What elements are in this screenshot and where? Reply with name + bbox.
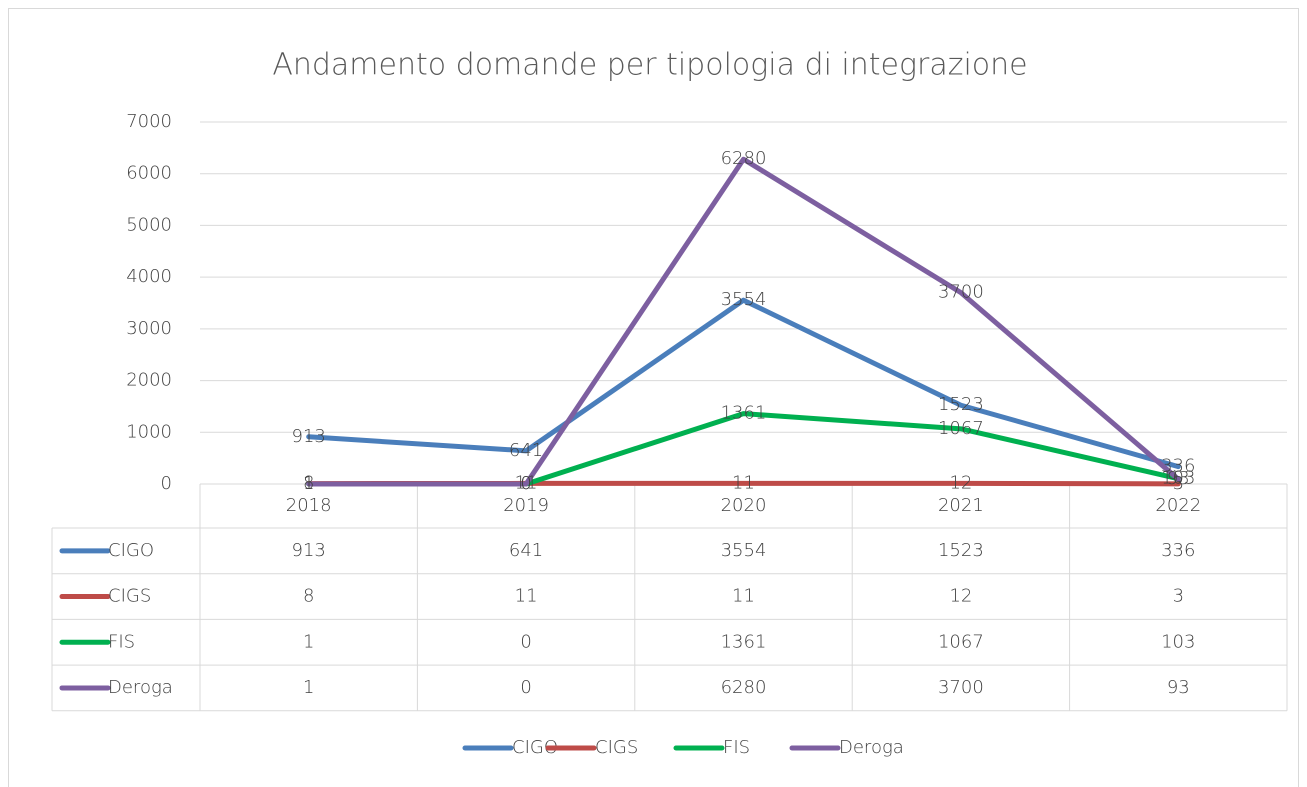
y-tick-label: 3000 (126, 318, 172, 339)
table-row-label: CIGS (108, 586, 151, 607)
data-label: 8 (303, 473, 314, 494)
table-cell: 6280 (721, 677, 767, 698)
data-label: 3700 (938, 282, 984, 303)
table-cell: 336 (1161, 540, 1195, 561)
legend-label: FIS (723, 737, 750, 758)
table-cell: 12 (949, 586, 972, 607)
x-tick-label: 2022 (1155, 495, 1201, 516)
y-tick-label: 1000 (126, 421, 172, 442)
table-row-label: Deroga (108, 677, 173, 698)
data-label: 3554 (721, 289, 767, 310)
x-tick-label: 2020 (721, 495, 767, 516)
table-cell: 93 (1167, 677, 1190, 698)
data-label: 11 (732, 472, 755, 493)
table-cell: 913 (292, 540, 326, 561)
x-tick-label: 2021 (938, 495, 984, 516)
y-tick-label: 0 (161, 473, 172, 494)
data-label: 913 (292, 426, 326, 447)
y-tick-label: 7000 (126, 111, 172, 132)
data-label: 93 (1167, 468, 1190, 489)
table-row-label: CIGO (108, 540, 154, 561)
y-tick-label: 5000 (126, 214, 172, 235)
series-line (306, 297, 1181, 470)
y-tick-label: 6000 (126, 163, 172, 184)
table-cell: 11 (732, 586, 755, 607)
x-tick-label: 2018 (286, 495, 332, 516)
data-label: 12 (949, 472, 972, 493)
x-tick-label: 2019 (503, 495, 549, 516)
legend-label: CIGO (512, 737, 558, 758)
data-label: 336 (1161, 456, 1195, 477)
data-label: 1067 (938, 418, 984, 439)
data-label: 0 (520, 473, 531, 494)
series-line (306, 156, 1181, 487)
data-label: 0 (520, 473, 531, 494)
data-label: 6280 (721, 148, 767, 169)
legend-label: CIGS (595, 737, 638, 758)
data-label: 3 (1173, 473, 1184, 494)
table-cell: 103 (1161, 631, 1195, 652)
data-label: 11 (515, 472, 538, 493)
data-label: 103 (1161, 468, 1195, 489)
table-cell: 0 (520, 631, 531, 652)
table-cell: 8 (303, 586, 314, 607)
table-row-label: FIS (108, 631, 135, 652)
table-cell: 11 (515, 586, 538, 607)
data-label: 1523 (938, 394, 984, 415)
data-label: 641 (509, 440, 543, 461)
table-cell: 0 (520, 677, 531, 698)
table-cell: 1 (303, 677, 314, 698)
y-tick-label: 4000 (126, 266, 172, 287)
table-cell: 1 (303, 631, 314, 652)
data-label: 1361 (721, 403, 767, 424)
chart-frame (8, 8, 1299, 787)
legend-label: Deroga (839, 737, 904, 758)
data-label: 1 (303, 473, 314, 494)
table-cell: 1523 (938, 540, 984, 561)
table-cell: 1361 (721, 631, 767, 652)
table-cell: 3 (1173, 586, 1184, 607)
table-cell: 1067 (938, 631, 984, 652)
chart-title: Andamento domande per tipologia di integ… (272, 48, 1027, 83)
table-cell: 641 (509, 540, 543, 561)
table-cell: 3700 (938, 677, 984, 698)
data-label: 1 (303, 473, 314, 494)
table-cell: 3554 (721, 540, 767, 561)
y-tick-label: 2000 (126, 370, 172, 391)
